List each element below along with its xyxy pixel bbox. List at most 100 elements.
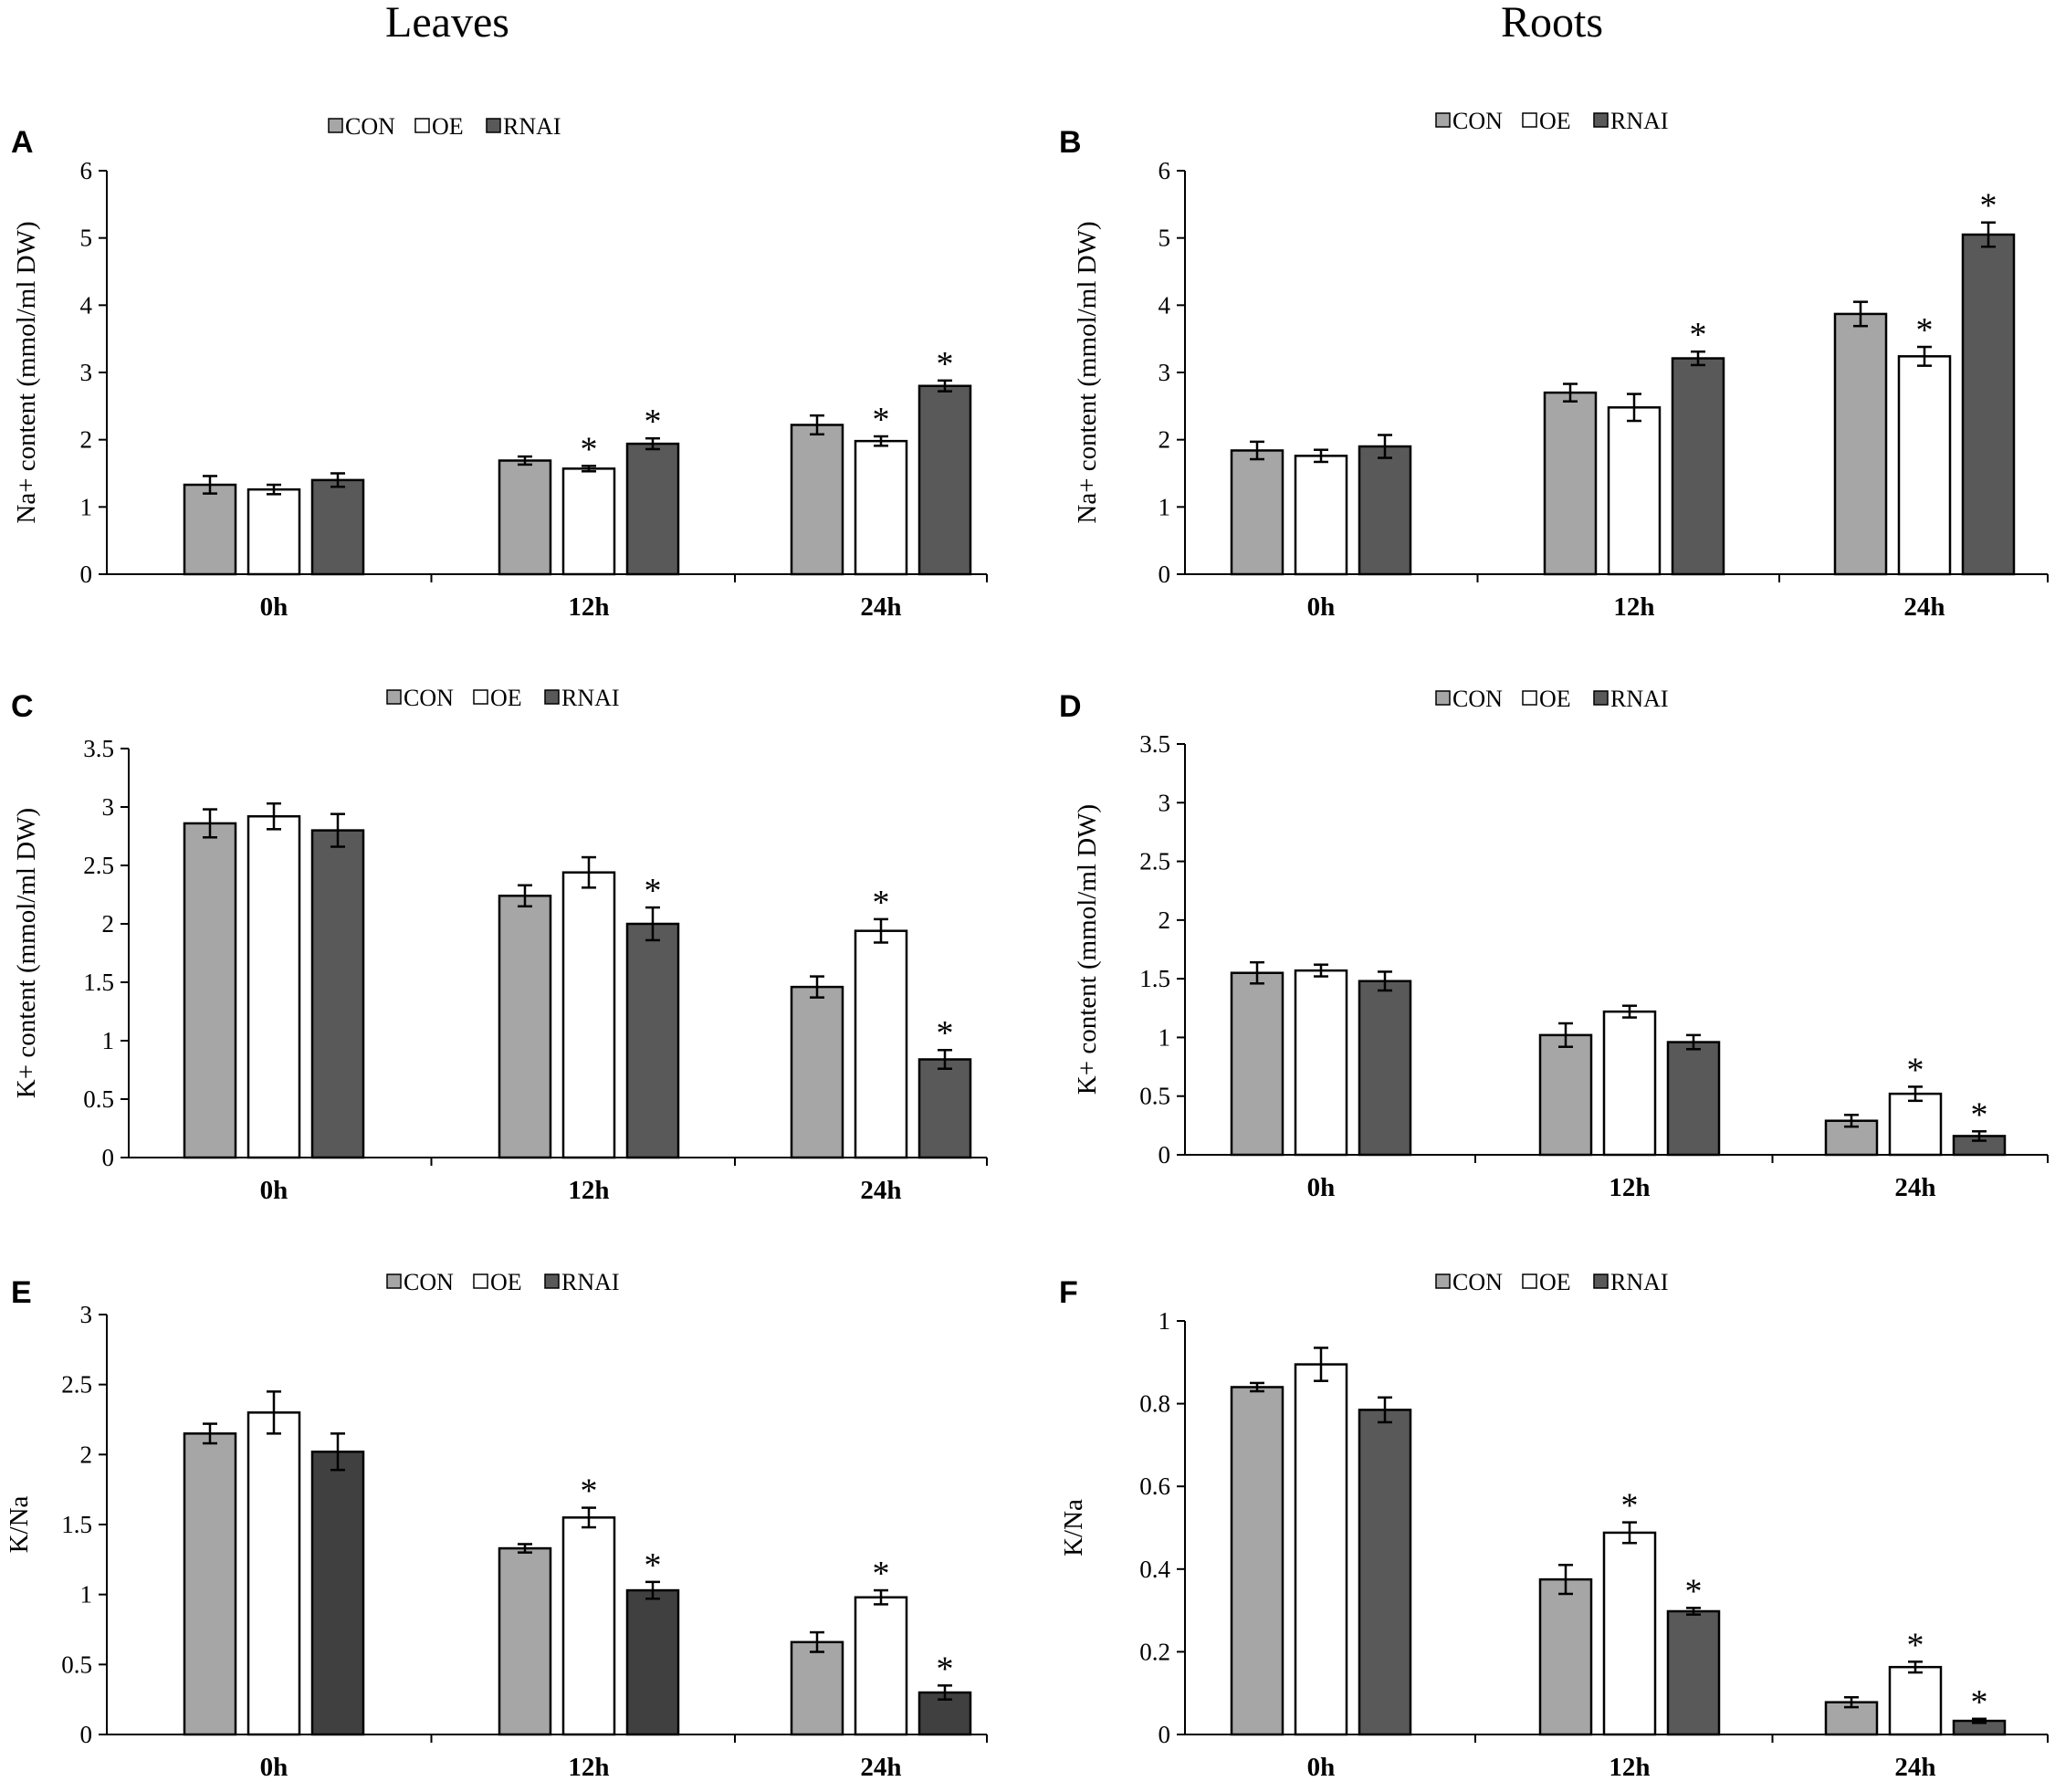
x-category-label-24h: 24h (860, 1753, 901, 1782)
panel-letter-b: B (1059, 125, 1082, 160)
legend-swatch-oe (1522, 690, 1537, 706)
panel-letter-f: F (1059, 1275, 1078, 1310)
y-axis-label: K/Na (1059, 1499, 1088, 1556)
legend-swatch-oe (473, 689, 488, 705)
legend-label-rnai: RNAI (561, 685, 620, 711)
column-title-leaves: Leaves (385, 0, 509, 47)
bar-oe-0h (1294, 1363, 1348, 1736)
chart-panel-e: E CON OE RNAI 0 0.5 1 1.5 2 2.5 3 K/Na 0h 12h 24h * * * * (5, 1269, 988, 1782)
y-tick-label: 1.5 (83, 969, 114, 996)
y-tick-label: 6 (1159, 157, 1171, 184)
bar-con-0h (183, 483, 237, 576)
x-category-label-12h: 12h (1609, 1753, 1650, 1782)
legend-label-con: CON (345, 113, 395, 140)
legend: CON OE RNAI (1435, 108, 1669, 134)
significance-star: * (873, 401, 890, 439)
bar-rnai-0h (1358, 1409, 1412, 1736)
y-axis-label: K/Na (5, 1495, 34, 1553)
y-axis-label: K+ content (mmol/ml DW) (1073, 804, 1102, 1095)
y-tick-label: 0.6 (1139, 1472, 1170, 1500)
y-tick-label: 2.5 (61, 1371, 92, 1399)
bar-oe-24h (854, 439, 908, 576)
significance-star: * (937, 1650, 954, 1688)
legend-label-con: CON (1452, 108, 1503, 134)
legend-label-oe: OE (1539, 1269, 1571, 1295)
bar-oe-12h (1602, 1010, 1657, 1157)
legend-label-rnai: RNAI (561, 1269, 620, 1295)
bar-oe-24h (1888, 1092, 1943, 1157)
legend-label-rnai: RNAI (1610, 686, 1669, 712)
significance-star: * (645, 403, 662, 441)
legend-label-oe: OE (432, 113, 464, 140)
y-tick-label: 1 (80, 493, 93, 520)
legend-label-rnai: RNAI (503, 113, 561, 140)
chart-panel-a: A CON OE RNAI 0 1 2 3 4 5 6 Na+ content (mmol/ml DW… (11, 113, 988, 622)
y-tick-label: 3 (80, 359, 93, 386)
y-tick-label: 0 (1159, 1721, 1171, 1748)
x-category-label-12h: 12h (568, 1176, 609, 1205)
y-tick-label: 0 (80, 1721, 93, 1748)
panel-letter-c: C (11, 689, 34, 724)
x-category-label-0h: 0h (260, 1753, 288, 1782)
significance-star: * (1971, 1095, 1988, 1134)
y-tick-label: 0 (80, 561, 93, 588)
bar-con-0h (1230, 971, 1284, 1157)
y-tick-label: 1.5 (61, 1511, 92, 1538)
bar-con-0h (1230, 449, 1284, 576)
bar-oe-0h (1294, 969, 1348, 1157)
bar-oe-0h (246, 814, 301, 1159)
legend: CON OE RNAI (386, 685, 620, 711)
panel-letter-d: D (1059, 689, 1082, 724)
bar-con-24h (790, 1640, 844, 1736)
legend-label-con: CON (404, 1269, 454, 1295)
legend-label-rnai: RNAI (1610, 1269, 1669, 1295)
bar-rnai-12h (1671, 357, 1725, 576)
significance-star: * (1690, 316, 1707, 354)
bar-con-12h (1538, 1577, 1593, 1736)
y-tick-label: 1 (80, 1581, 93, 1609)
significance-star: * (1980, 187, 1997, 225)
legend-swatch-oe (1522, 1273, 1537, 1289)
bar-rnai-12h (625, 922, 680, 1159)
y-tick-label: 0.5 (83, 1085, 114, 1113)
bar-rnai-24h (917, 1058, 972, 1159)
bar-con-24h (790, 985, 844, 1159)
legend-swatch-rnai (486, 118, 501, 133)
significance-star: * (1971, 1683, 1988, 1722)
panels: A CON OE RNAI 0 1 2 3 4 5 6 Na+ content (mmol/ml DW… (5, 108, 2049, 1782)
y-tick-label: 2.5 (83, 852, 114, 879)
bar-con-0h (1230, 1386, 1284, 1736)
x-category-label-24h: 24h (1894, 1753, 1935, 1782)
legend-label-oe: OE (1539, 108, 1571, 134)
bar-oe-0h (246, 1411, 301, 1736)
bar-oe-24h (854, 929, 908, 1159)
significance-star: * (1907, 1051, 1924, 1089)
panel-letter-a: A (11, 125, 34, 160)
significance-star: * (937, 345, 954, 383)
bar-rnai-0h (310, 829, 365, 1159)
significance-star: * (873, 1555, 890, 1593)
significance-star: * (937, 1014, 954, 1053)
y-tick-label: 1.5 (1139, 965, 1170, 992)
bar-con-0h (183, 1432, 237, 1736)
y-tick-label: 2.5 (1139, 848, 1170, 875)
bar-con-12h (1543, 391, 1598, 576)
bar-rnai-12h (1666, 1041, 1721, 1157)
legend-swatch-oe (473, 1273, 488, 1289)
legend-swatch-con (386, 689, 402, 705)
significance-star: * (873, 884, 890, 922)
legend-swatch-oe (414, 118, 430, 133)
y-tick-label: 2 (1159, 906, 1171, 934)
legend-swatch-con (1435, 1273, 1451, 1289)
chart-panel-f: F CON OE RNAI 0 0.2 0.4 0.6 0.8 1 K/Na 0h 12h 24h * * * * (1059, 1269, 2049, 1782)
y-tick-label: 3.5 (83, 735, 114, 762)
bar-con-0h (183, 822, 237, 1159)
legend-label-oe: OE (1539, 686, 1571, 712)
y-tick-label: 1 (102, 1027, 115, 1054)
x-category-label-12h: 12h (568, 1753, 609, 1782)
bar-oe-12h (561, 1516, 616, 1736)
significance-star: * (1685, 1572, 1703, 1610)
x-category-label-0h: 0h (260, 592, 288, 622)
bar-con-12h (498, 895, 552, 1159)
significance-star: * (581, 1472, 598, 1511)
